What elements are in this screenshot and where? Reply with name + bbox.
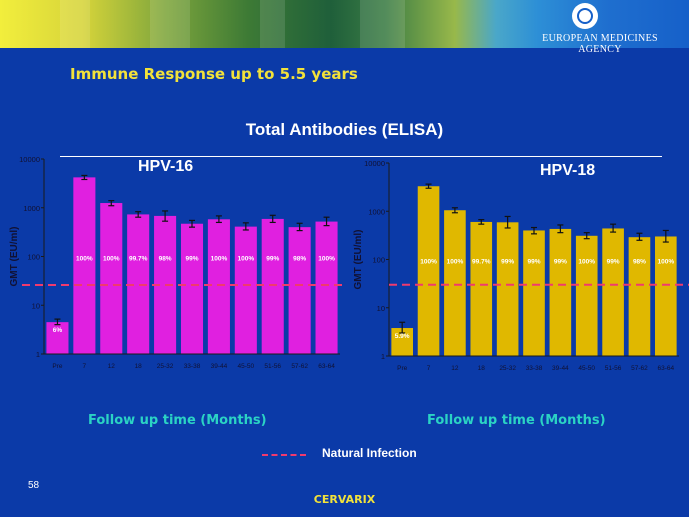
hpv18-bar: [444, 210, 466, 356]
hpv18-data-label: 99%: [554, 259, 567, 266]
hpv16-bar: [127, 214, 150, 354]
agency-name: EUROPEAN MEDICINES AGENCY: [542, 33, 658, 55]
hpv18-y-tick-label: 10000: [364, 159, 385, 168]
hpv16-x-tick-label: Pre: [52, 363, 63, 370]
hpv16-data-label: 100%: [76, 256, 93, 263]
hpv16-bar: [180, 223, 204, 354]
hpv16-data-label: 98%: [293, 256, 306, 263]
ema-logo-icon: [572, 3, 598, 29]
hpv18-bar: [523, 230, 545, 356]
hpv18-bar: [417, 186, 440, 356]
hpv16-data-label: 100%: [103, 256, 120, 263]
hpv18-x-tick-label: 12: [451, 365, 459, 372]
hpv16-x-tick-label: 63-64: [318, 363, 335, 370]
hpv16-y-tick-label: 10: [32, 301, 40, 310]
hpv16-x-tick-label: 18: [135, 363, 143, 370]
title-divider: [60, 156, 662, 157]
hpv16-x-axis-title: Follow up time (Months): [88, 413, 267, 428]
hpv16-data-label: 100%: [238, 256, 255, 263]
hpv16-bar: [73, 177, 96, 354]
hpv18-bar: [602, 228, 624, 356]
hpv18-data-label: 98%: [633, 259, 646, 266]
hpv18-x-tick-label: 39-44: [552, 365, 569, 372]
hpv18-y-tick-label: 100: [372, 256, 385, 265]
hpv18-data-label: 99.7%: [472, 259, 491, 266]
hpv16-x-tick-label: 51-56: [264, 363, 281, 370]
hpv18-data-label: 99%: [501, 259, 514, 266]
hpv16-y-tick-label: 10000: [19, 155, 40, 164]
hpv16-x-tick-label: 39-44: [211, 363, 228, 370]
hpv16-bar: [100, 203, 123, 354]
hpv18-data-label: 100%: [578, 259, 595, 266]
hpv18-bar: [575, 235, 598, 356]
hpv16-data-label: 100%: [318, 256, 335, 263]
hpv18-y-tick-label: 1: [381, 352, 385, 361]
hpv16-data-label: 99%: [185, 256, 198, 263]
hpv16-y-tick-label: 1: [36, 350, 40, 359]
hpv16-data-label: 98%: [159, 256, 172, 263]
footer-brand: CERVARIX: [313, 493, 376, 506]
hpv18-data-label: 100%: [447, 259, 464, 266]
hpv16-chart: 6% Pre 100% 7 100% 12 99.7% 18 98% 25-32 99% 33-38 1…: [9, 155, 344, 370]
hpv18-x-tick-label: 18: [478, 365, 486, 372]
hpv16-x-tick-label: 45-50: [238, 363, 255, 370]
hpv18-x-tick-label: 25-32: [499, 365, 516, 372]
hpv16-x-tick-label: 33-38: [184, 363, 201, 370]
hpv16-y-axis-title: GMT (EU/ml): [9, 227, 20, 287]
hpv16-x-tick-label: 25-32: [157, 363, 174, 370]
hpv16-x-tick-label: 57-62: [291, 363, 308, 370]
hpv18-bar: [655, 236, 677, 356]
slide-number: 58: [28, 480, 40, 491]
hpv18-y-tick-label: 1000: [368, 207, 385, 216]
hpv16-bar: [261, 218, 284, 354]
hpv18-panel-title: HPV-18: [540, 162, 596, 179]
hpv16-data-label: 100%: [211, 256, 228, 263]
hpv18-data-label: 5.9%: [395, 333, 410, 340]
hpv18-y-tick-label: 10: [377, 304, 385, 313]
legend-dashed-line: [262, 454, 306, 456]
hpv18-x-tick-label: Pre: [397, 365, 408, 372]
hpv16-data-label: 99%: [266, 256, 279, 263]
legend-label: Natural Infection: [322, 446, 417, 460]
hpv18-x-tick-label: 51-56: [605, 365, 622, 372]
hpv18-bar: [628, 237, 651, 356]
hpv16-bar: [234, 226, 257, 354]
hpv18-chart: 5.9% Pre 100% 7 100% 12 99.7% 18 99% 25-32 99% 33-3…: [353, 159, 689, 372]
hpv18-bar: [549, 228, 572, 356]
hpv16-x-tick-label: 7: [83, 363, 87, 370]
hpv16-panel-title: HPV-16: [138, 158, 194, 175]
hpv18-bar: [391, 328, 413, 356]
hpv16-data-label: 99.7%: [129, 256, 148, 263]
hpv16-bar: [315, 221, 338, 354]
hpv18-data-label: 100%: [658, 259, 675, 266]
hpv18-x-axis-title: Follow up time (Months): [427, 413, 606, 428]
hpv16-y-tick-label: 1000: [23, 204, 40, 213]
hpv18-x-tick-label: 7: [427, 365, 431, 372]
hpv16-data-label: 6%: [53, 327, 63, 334]
hpv16-y-tick-label: 100: [27, 253, 40, 262]
header-banner: EUROPEAN MEDICINES AGENCY: [0, 0, 689, 55]
hpv18-x-tick-label: 45-50: [578, 365, 595, 372]
hpv16-x-tick-label: 12: [108, 363, 116, 370]
hpv16-bar: [46, 322, 69, 354]
slide-title: Immune Response up to 5.5 years: [70, 65, 358, 83]
hpv16-bar: [288, 227, 311, 354]
hpv18-bar: [470, 221, 493, 356]
hpv18-data-label: 99%: [607, 259, 620, 266]
hpv18-y-axis-title: GMT (EU/ml): [353, 230, 364, 290]
hpv18-bar: [496, 222, 519, 356]
hpv18-x-tick-label: 63-64: [658, 365, 675, 372]
hpv18-data-label: 100%: [420, 259, 437, 266]
hpv16-bar: [207, 219, 230, 354]
chart-title: Total Antibodies (ELISA): [245, 120, 444, 139]
hpv18-data-label: 99%: [527, 259, 540, 266]
hpv18-x-tick-label: 57-62: [631, 365, 648, 372]
hpv18-x-tick-label: 33-38: [526, 365, 543, 372]
